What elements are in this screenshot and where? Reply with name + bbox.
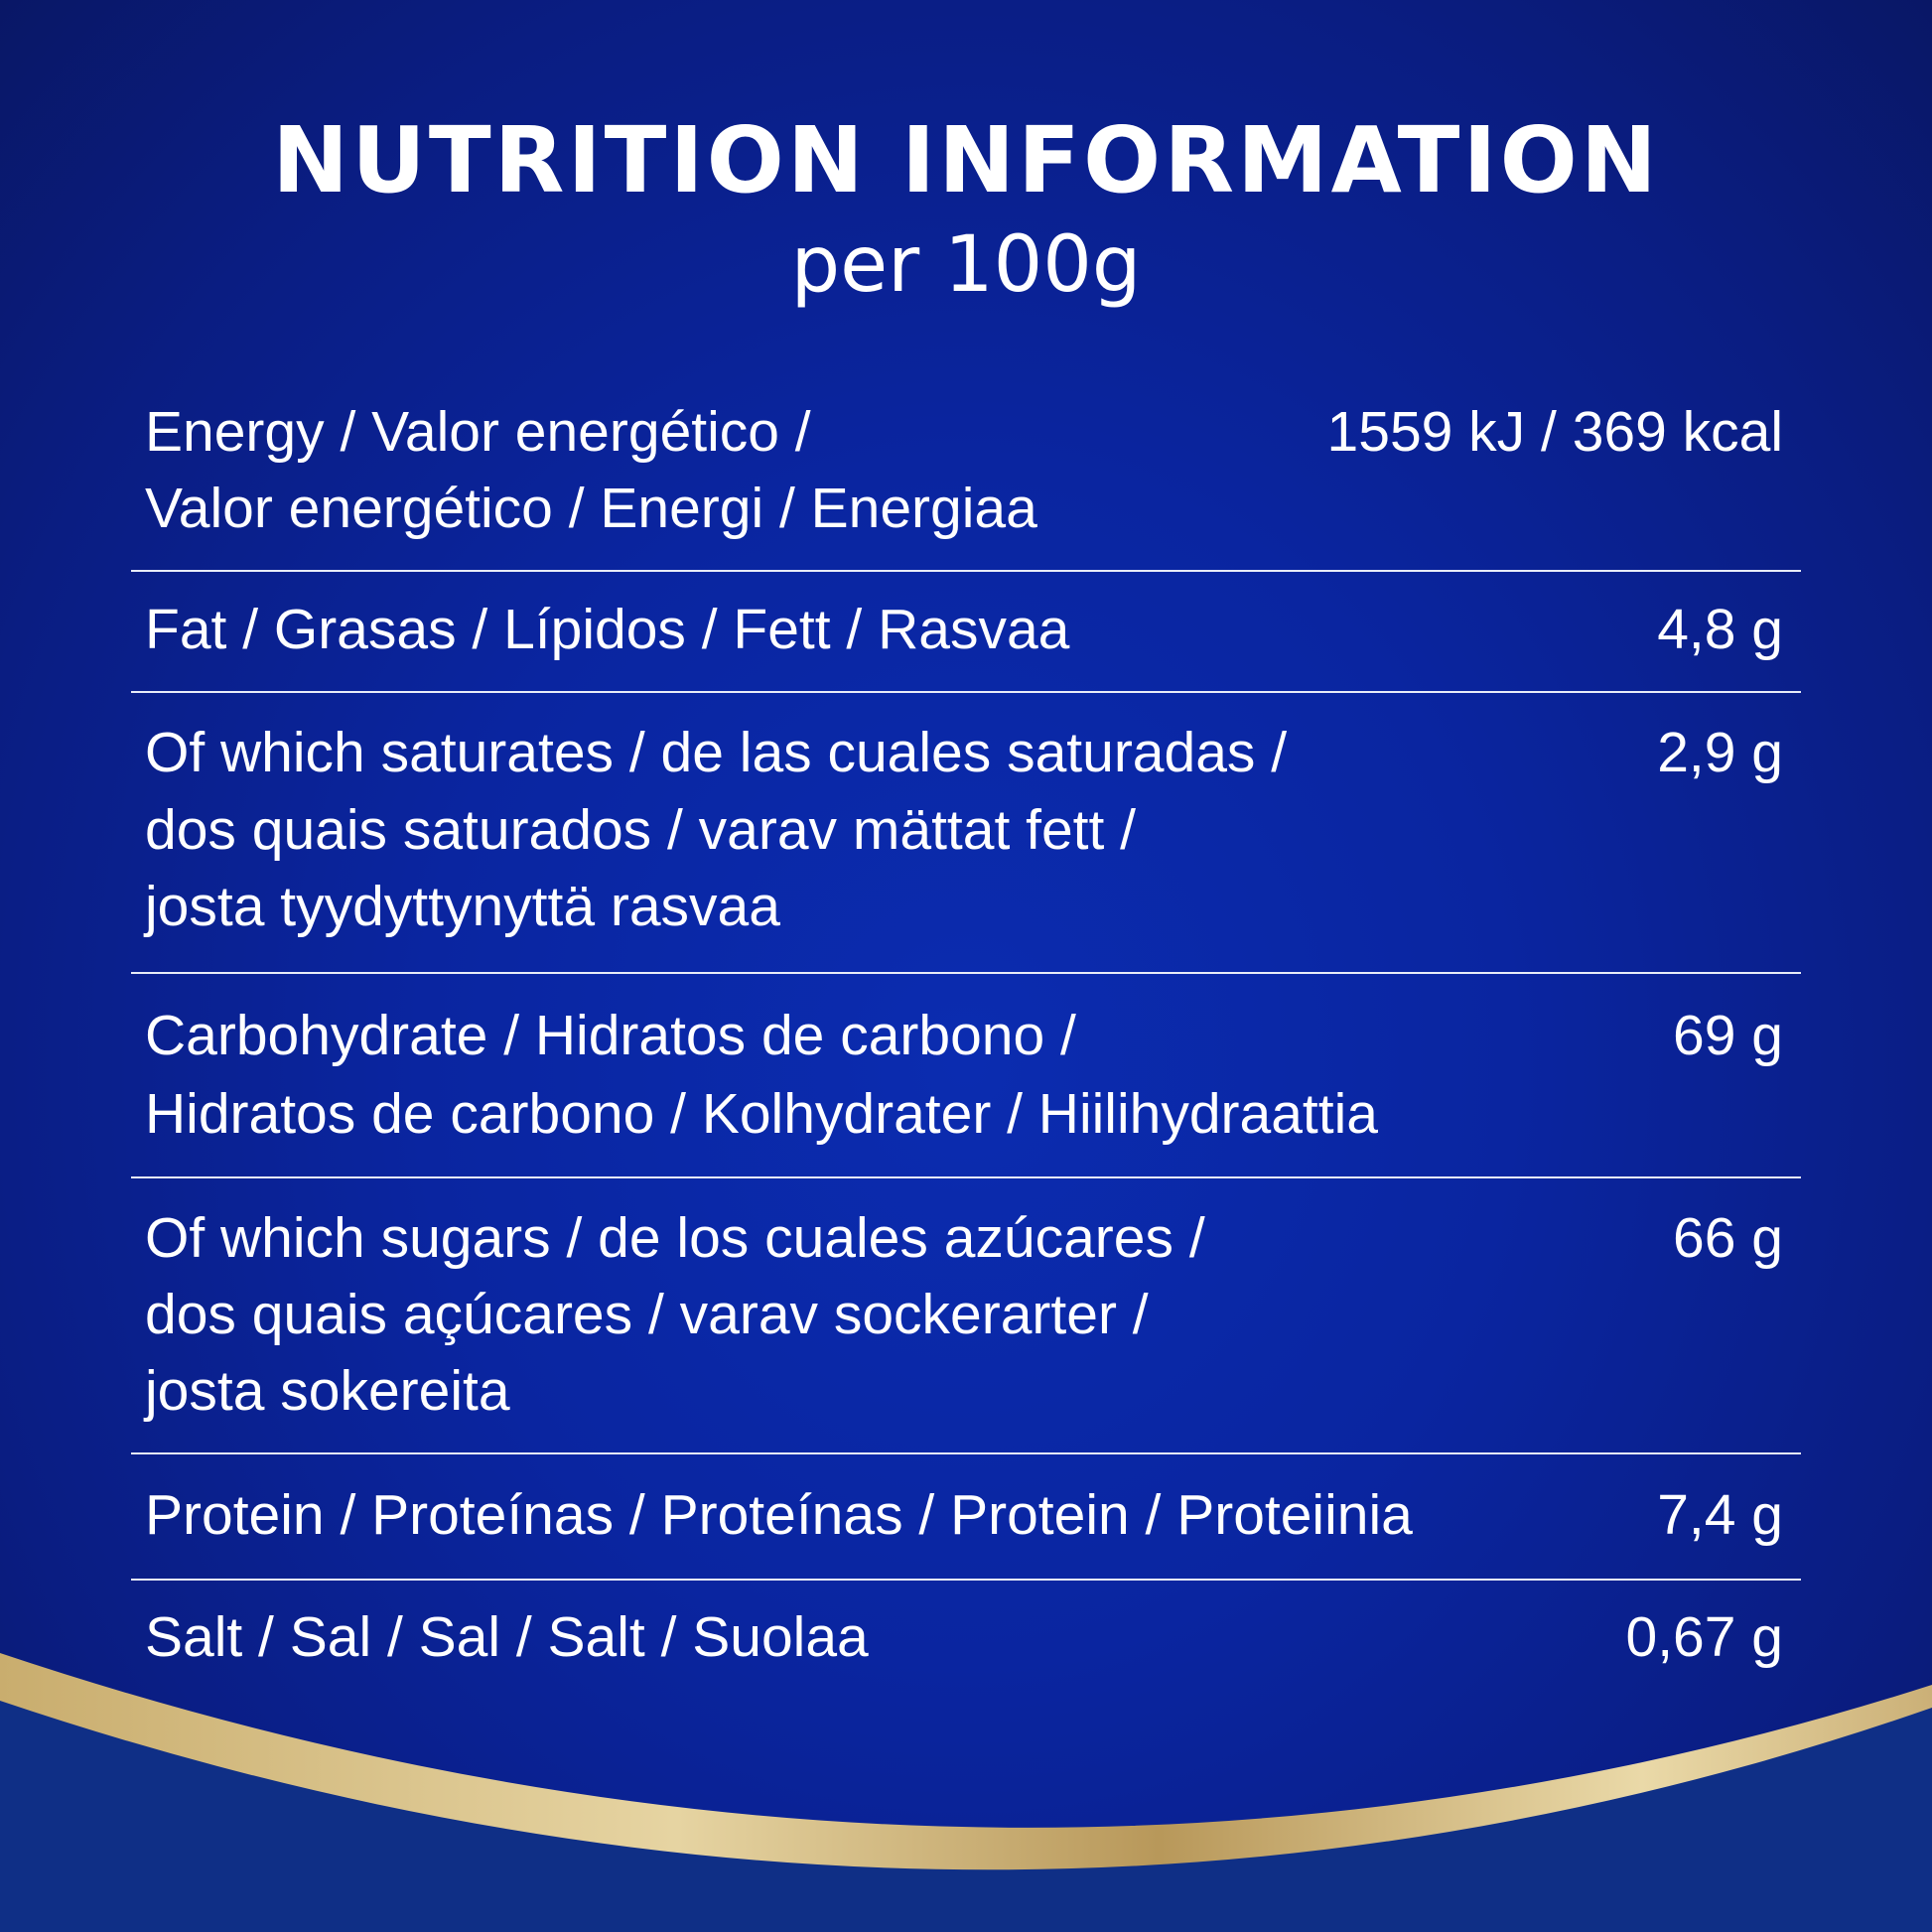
row-label: josta tyydyttynyttä rasvaa	[145, 875, 780, 938]
row-label: Energy / Valor energético /	[145, 400, 811, 464]
row-value: 0,67 g	[1625, 1605, 1783, 1669]
row-value: 66 g	[1673, 1206, 1783, 1270]
row-divider	[131, 1579, 1801, 1581]
row-label: Hidratos de carbono / Kolhydrater / Hiil…	[145, 1082, 1378, 1146]
row-label: dos quais saturados / varav mättat fett …	[145, 798, 1137, 862]
row-label: dos quais açúcares / varav sockerarter /	[145, 1283, 1149, 1346]
page-subtitle: per 100g	[790, 220, 1142, 310]
row-label: Protein / Proteínas / Proteínas / Protei…	[145, 1483, 1413, 1547]
row-label: Valor energético / Energi / Energiaa	[145, 477, 1037, 540]
row-label: Carbohydrate / Hidratos de carbono /	[145, 1004, 1076, 1067]
row-value: 1559 kJ / 369 kcal	[1326, 400, 1783, 464]
row-divider	[131, 691, 1801, 693]
row-divider	[131, 1176, 1801, 1178]
row-value: 2,9 g	[1657, 721, 1783, 784]
row-divider	[131, 570, 1801, 572]
row-label: Of which sugars / de los cuales azúcares…	[145, 1206, 1205, 1270]
row-value: 7,4 g	[1657, 1483, 1783, 1547]
row-value: 69 g	[1673, 1004, 1783, 1067]
row-label: josta sokereita	[145, 1359, 510, 1423]
row-label: Of which saturates / de las cuales satur…	[145, 721, 1288, 784]
page-title: NUTRITION INFORMATION	[272, 107, 1660, 213]
row-divider	[131, 1452, 1801, 1454]
row-label: Fat / Grasas / Lípidos / Fett / Rasvaa	[145, 598, 1070, 661]
row-label: Salt / Sal / Sal / Salt / Suolaa	[145, 1605, 869, 1669]
row-divider	[131, 972, 1801, 974]
row-value: 4,8 g	[1657, 598, 1783, 661]
